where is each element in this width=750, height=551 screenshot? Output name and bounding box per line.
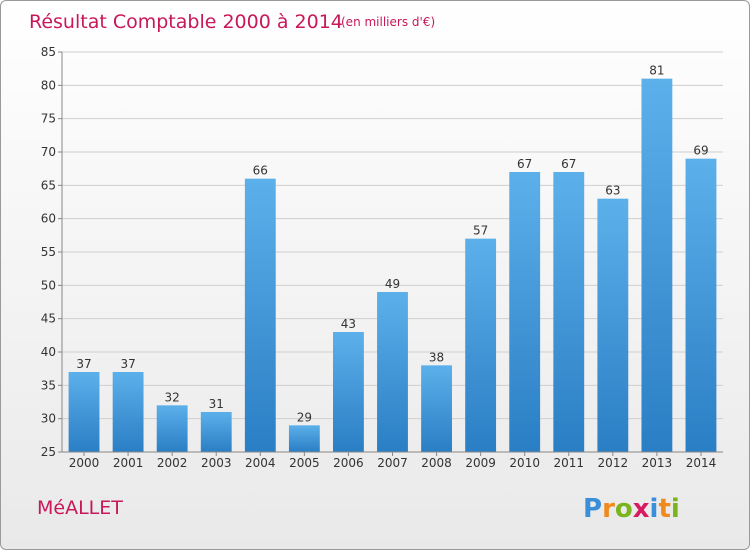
data-label: 38 bbox=[429, 350, 444, 364]
bar bbox=[156, 405, 188, 452]
data-label: 37 bbox=[120, 357, 135, 371]
data-label: 67 bbox=[517, 157, 532, 171]
proxiti-logo: Proxiti bbox=[583, 494, 680, 524]
bar bbox=[597, 198, 629, 452]
bar bbox=[68, 372, 100, 452]
y-tick-label: 35 bbox=[41, 378, 56, 392]
x-tick-label: 2014 bbox=[686, 456, 717, 470]
bar bbox=[421, 365, 452, 452]
logo-letter: i bbox=[671, 494, 680, 524]
x-tick-label: 2013 bbox=[642, 456, 673, 470]
x-axis-ticks: 2000 2001 2002 2003 2004 2005 2006 2007 2008 2009… bbox=[69, 452, 716, 470]
x-tick-label: 2009 bbox=[465, 456, 496, 470]
data-label: 29 bbox=[297, 410, 312, 424]
logo-letter: i bbox=[650, 494, 659, 524]
chart-subtitle: (en milliers d'€) bbox=[341, 15, 435, 29]
x-tick-label: 2001 bbox=[113, 456, 144, 470]
x-tick-label: 2004 bbox=[245, 456, 276, 470]
y-tick-label: 55 bbox=[41, 245, 56, 259]
data-label: 31 bbox=[209, 397, 224, 411]
y-axis-ticks: 25 30 35 40 45 50 55 60 65 70 75 80 85 bbox=[41, 45, 62, 459]
data-label: 49 bbox=[385, 277, 400, 291]
y-tick-label: 30 bbox=[41, 412, 56, 426]
x-tick-label: 2002 bbox=[157, 456, 188, 470]
x-tick-label: 2011 bbox=[553, 456, 584, 470]
data-label: 43 bbox=[341, 317, 356, 331]
bar bbox=[641, 78, 673, 453]
logo-letter: P bbox=[583, 494, 602, 524]
data-label: 63 bbox=[605, 184, 620, 198]
x-tick-label: 2006 bbox=[333, 456, 364, 470]
bar bbox=[685, 158, 717, 452]
logo-letter: t bbox=[658, 494, 670, 524]
logo-letter: r bbox=[602, 494, 615, 524]
logo-letter: x bbox=[633, 494, 650, 524]
y-tick-label: 60 bbox=[41, 212, 56, 226]
x-tick-label: 2005 bbox=[289, 456, 320, 470]
bar bbox=[333, 332, 364, 452]
y-tick-label: 40 bbox=[41, 345, 56, 359]
data-label: 69 bbox=[693, 144, 708, 158]
y-tick-label: 70 bbox=[41, 145, 56, 159]
data-label: 37 bbox=[76, 357, 91, 371]
y-tick-label: 80 bbox=[41, 78, 56, 92]
y-tick-label: 45 bbox=[41, 312, 56, 326]
bars: 37 37 32 31 66 29 43 49 38 57 67 67 63 81 69 bbox=[68, 64, 717, 453]
bar bbox=[553, 172, 585, 452]
bar bbox=[465, 238, 497, 452]
bar bbox=[377, 292, 408, 452]
data-label: 67 bbox=[561, 157, 576, 171]
bar bbox=[244, 178, 276, 452]
bar bbox=[200, 412, 232, 452]
chart-title: Résultat Comptable 2000 à 2014 bbox=[29, 11, 343, 33]
commune-name: MéALLET bbox=[37, 497, 123, 519]
data-label: 32 bbox=[165, 390, 180, 404]
data-label: 66 bbox=[253, 164, 268, 178]
y-tick-label: 25 bbox=[41, 445, 56, 459]
x-tick-label: 2000 bbox=[69, 456, 100, 470]
logo-letter: o bbox=[615, 494, 633, 524]
y-tick-label: 75 bbox=[41, 112, 56, 126]
y-tick-label: 65 bbox=[41, 178, 56, 192]
y-tick-label: 50 bbox=[41, 278, 56, 292]
x-tick-label: 2007 bbox=[377, 456, 408, 470]
x-tick-label: 2010 bbox=[509, 456, 540, 470]
x-tick-label: 2003 bbox=[201, 456, 232, 470]
data-label: 81 bbox=[649, 64, 664, 78]
x-tick-label: 2008 bbox=[421, 456, 452, 470]
bar bbox=[288, 425, 320, 452]
bar bbox=[112, 372, 144, 452]
y-tick-label: 85 bbox=[41, 45, 56, 59]
data-label: 57 bbox=[473, 224, 488, 238]
x-tick-label: 2012 bbox=[598, 456, 629, 470]
bar bbox=[509, 172, 541, 452]
